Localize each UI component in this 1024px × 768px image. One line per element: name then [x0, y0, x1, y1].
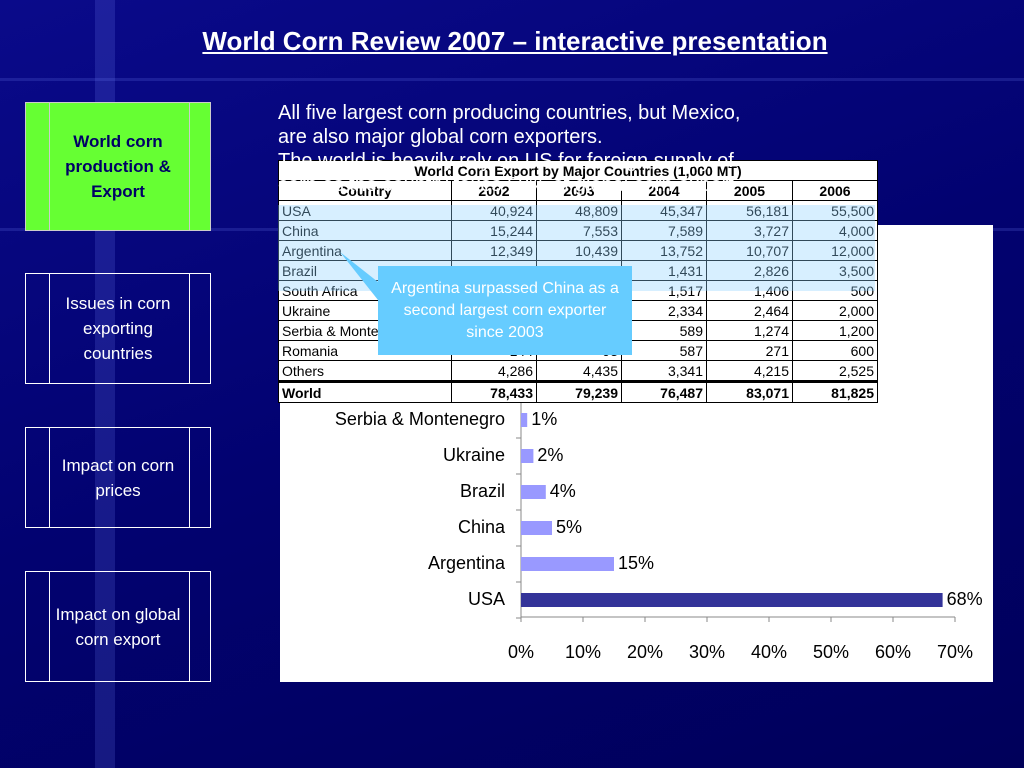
nav-button[interactable]: Impact on global corn export	[25, 571, 211, 682]
total-cell: 83,071	[706, 380, 793, 403]
header-cell: 2005	[706, 180, 793, 201]
nav-divider	[189, 274, 190, 383]
x-tick-label: 40%	[751, 642, 787, 662]
table-cell: 589	[621, 320, 707, 341]
total-cell: 81,825	[792, 380, 878, 403]
table-row: Argentina 12,349 10,439 13,752 10,707 12,000	[278, 240, 878, 261]
table-cell: Others	[278, 360, 452, 382]
callout: Argentina surpassed China as a second la…	[378, 266, 632, 355]
x-tick-label: 60%	[875, 642, 911, 662]
bar	[521, 557, 614, 571]
data-label: 1%	[531, 409, 557, 429]
paragraph-line: The world is heavily rely on US for fore…	[278, 150, 734, 172]
nav-divider	[49, 428, 50, 527]
nav-divider	[189, 572, 190, 681]
x-tick-label: 20%	[627, 642, 663, 662]
table-cell: China	[278, 220, 452, 241]
table-cell: 4,286	[451, 360, 537, 382]
data-label: 68%	[947, 589, 983, 609]
bar	[521, 413, 528, 427]
table-total-row: World 78,433 79,239 76,487 83,071 81,825	[278, 380, 878, 403]
nav-label: Impact on global corn export	[55, 604, 181, 649]
nav-label: Impact on corn prices	[61, 455, 175, 500]
table-cell: Romania	[278, 340, 452, 361]
nav-divider	[189, 103, 190, 230]
nav-button[interactable]: World corn production & Export	[25, 102, 211, 231]
export-table: World Corn Export by Major Countries (1,…	[278, 160, 878, 403]
header-cell: 2006	[792, 180, 878, 201]
data-label: 15%	[618, 553, 654, 573]
table-cell: 55,500	[792, 200, 878, 221]
y-tick-label: Serbia & Montenegro	[335, 409, 505, 429]
paragraph-line: are also major global corn exporters.	[278, 126, 603, 148]
table-cell: 3,341	[621, 360, 707, 382]
table-cell: 4,215	[706, 360, 793, 382]
x-tick-label: 0%	[508, 642, 534, 662]
nav-divider	[49, 274, 50, 383]
table-cell: 2,000	[792, 300, 878, 321]
x-tick-label: 30%	[689, 642, 725, 662]
total-cell: 78,433	[451, 380, 537, 403]
bar	[521, 485, 546, 499]
table-cell: 10,707	[706, 240, 793, 261]
table-header-row: Country 2002 2003 2004 2005 2006	[278, 180, 878, 201]
total-cell: World	[278, 380, 452, 403]
table-cell: 587	[621, 340, 707, 361]
data-label: 5%	[556, 517, 582, 537]
y-tick-label: China	[458, 517, 506, 537]
nav-divider	[49, 103, 50, 230]
bar	[521, 521, 552, 535]
nav-button[interactable]: Impact on corn prices	[25, 427, 211, 528]
table-cell: USA	[278, 200, 452, 221]
nav-divider	[189, 428, 190, 527]
table-row: USA 40,924 48,809 45,347 56,181 55,500	[278, 200, 878, 221]
table-cell: 48,809	[536, 200, 622, 221]
nav-label: World corn production & Export	[65, 132, 171, 201]
total-cell: 79,239	[536, 380, 622, 403]
paragraph-line: All five largest corn producing countrie…	[278, 102, 741, 124]
table-cell: 1,200	[792, 320, 878, 341]
x-tick-label: 70%	[937, 642, 973, 662]
table-row: China 15,244 7,553 7,589 3,727 4,000	[278, 220, 878, 241]
table-cell: 271	[706, 340, 793, 361]
paragraph-line: corn as the country takes 68% of global …	[278, 174, 734, 196]
nav-button[interactable]: Issues in corn exporting countries	[25, 273, 211, 384]
table-cell: 4,435	[536, 360, 622, 382]
table-cell: 2,334	[621, 300, 707, 321]
total-cell: 76,487	[621, 380, 707, 403]
table-cell: 600	[792, 340, 878, 361]
table-cell: 2,826	[706, 260, 793, 281]
y-tick-label: USA	[468, 589, 505, 609]
chart: 0% 10% 20% 30% 40% 50% 60% 70% Serbia & Monteneg…	[335, 395, 983, 662]
table-cell: 1,274	[706, 320, 793, 341]
table-cell: 2,525	[792, 360, 878, 382]
header-cell: 2002	[451, 180, 537, 201]
table-cell: 4,000	[792, 220, 878, 241]
nav-divider	[49, 572, 50, 681]
table-row: Others 4,286 4,435 3,341 4,215 2,525	[278, 360, 878, 382]
nav-label: Issues in corn exporting countries	[65, 294, 171, 363]
x-tick-label: 10%	[565, 642, 601, 662]
bar	[521, 593, 943, 607]
data-label: 2%	[537, 445, 563, 465]
table-cell: 12,000	[792, 240, 878, 261]
table-cell: 2,464	[706, 300, 793, 321]
y-tick-label: Argentina	[428, 553, 506, 573]
paragraph: All five largest corn producing countrie…	[278, 101, 740, 197]
background-streak	[0, 78, 1024, 81]
y-tick-label: Ukraine	[443, 445, 505, 465]
y-tick-label: Brazil	[460, 481, 505, 501]
bar	[521, 449, 534, 463]
slide-title: World Corn Review 2007 – interactive pre…	[202, 26, 828, 56]
data-label: 4%	[550, 481, 576, 501]
x-tick-label: 50%	[813, 642, 849, 662]
